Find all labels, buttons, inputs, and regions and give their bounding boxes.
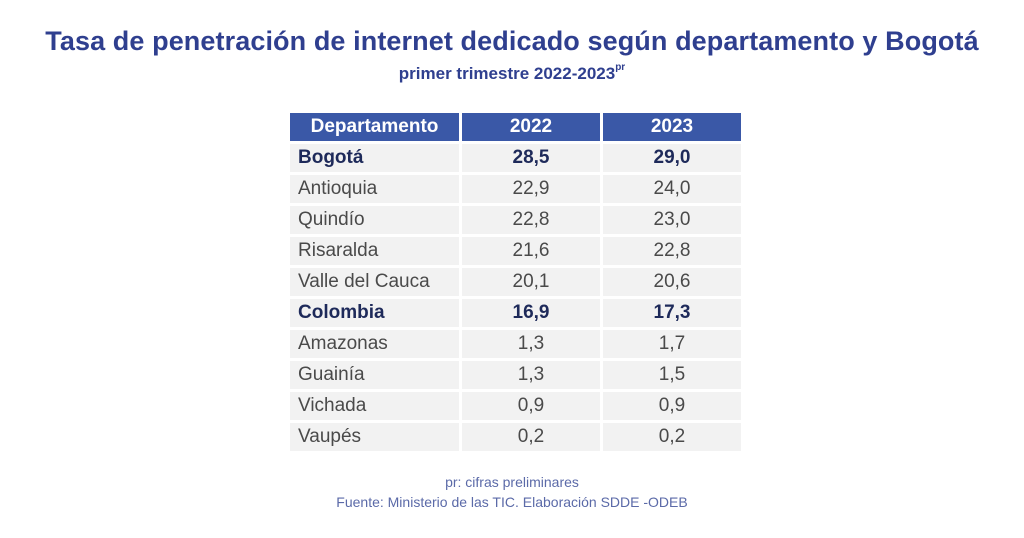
table-row: Colombia 16,9 17,3 <box>290 299 741 327</box>
table-body: Bogotá 28,5 29,0 Antioquia 22,9 24,0 Quindío 22… <box>290 144 741 451</box>
table-row: Valle del Cauca 20,1 20,6 <box>290 268 741 296</box>
cell-departamento: Valle del Cauca <box>290 268 459 296</box>
page-subtitle: primer trimestre 2022-2023pr <box>0 62 1024 84</box>
cell-2023: 20,6 <box>603 268 741 296</box>
table-row: Bogotá 28,5 29,0 <box>290 144 741 172</box>
cell-2023: 17,3 <box>603 299 741 327</box>
column-header-2023: 2023 <box>603 113 741 141</box>
source-note: Fuente: Ministerio de las TIC. Elaboraci… <box>336 494 688 510</box>
table-row: Vichada 0,9 0,9 <box>290 392 741 420</box>
cell-2022: 0,2 <box>462 423 600 451</box>
cell-2023: 29,0 <box>603 144 741 172</box>
cell-departamento: Guainía <box>290 361 459 389</box>
subtitle-text: primer trimestre 2022-2023 <box>398 64 616 83</box>
table-row: Amazonas 1,3 1,7 <box>290 330 741 358</box>
column-header-departamento: Departamento <box>290 113 459 141</box>
cell-departamento: Antioquia <box>290 175 459 203</box>
data-table: Departamento 2022 2023 Bogotá 28,5 29,0 Ant… <box>287 110 744 454</box>
footnote: pr: cifras preliminares <box>445 474 579 490</box>
cell-2023: 1,7 <box>603 330 741 358</box>
cell-2023: 23,0 <box>603 206 741 234</box>
column-header-2022: 2022 <box>462 113 600 141</box>
cell-2023: 0,9 <box>603 392 741 420</box>
cell-departamento: Risaralda <box>290 237 459 265</box>
table-row: Vaupés 0,2 0,2 <box>290 423 741 451</box>
table-row: Guainía 1,3 1,5 <box>290 361 741 389</box>
table-row: Quindío 22,8 23,0 <box>290 206 741 234</box>
cell-2022: 16,9 <box>462 299 600 327</box>
cell-2022: 1,3 <box>462 361 600 389</box>
table-header-row: Departamento 2022 2023 <box>290 113 741 141</box>
cell-2022: 28,5 <box>462 144 600 172</box>
table-row: Antioquia 22,9 24,0 <box>290 175 741 203</box>
table-row: Risaralda 21,6 22,8 <box>290 237 741 265</box>
cell-departamento: Amazonas <box>290 330 459 358</box>
cell-2022: 22,9 <box>462 175 600 203</box>
cell-2023: 24,0 <box>603 175 741 203</box>
page-title: Tasa de penetración de internet dedicado… <box>45 26 979 56</box>
cell-2022: 20,1 <box>462 268 600 296</box>
cell-departamento: Vichada <box>290 392 459 420</box>
cell-departamento: Colombia <box>290 299 459 327</box>
cell-2023: 22,8 <box>603 237 741 265</box>
cell-departamento: Vaupés <box>290 423 459 451</box>
cell-departamento: Bogotá <box>290 144 459 172</box>
cell-2022: 1,3 <box>462 330 600 358</box>
subtitle-superscript: pr <box>615 62 626 73</box>
cell-departamento: Quindío <box>290 206 459 234</box>
cell-2023: 1,5 <box>603 361 741 389</box>
cell-2022: 22,8 <box>462 206 600 234</box>
cell-2023: 0,2 <box>603 423 741 451</box>
cell-2022: 21,6 <box>462 237 600 265</box>
cell-2022: 0,9 <box>462 392 600 420</box>
